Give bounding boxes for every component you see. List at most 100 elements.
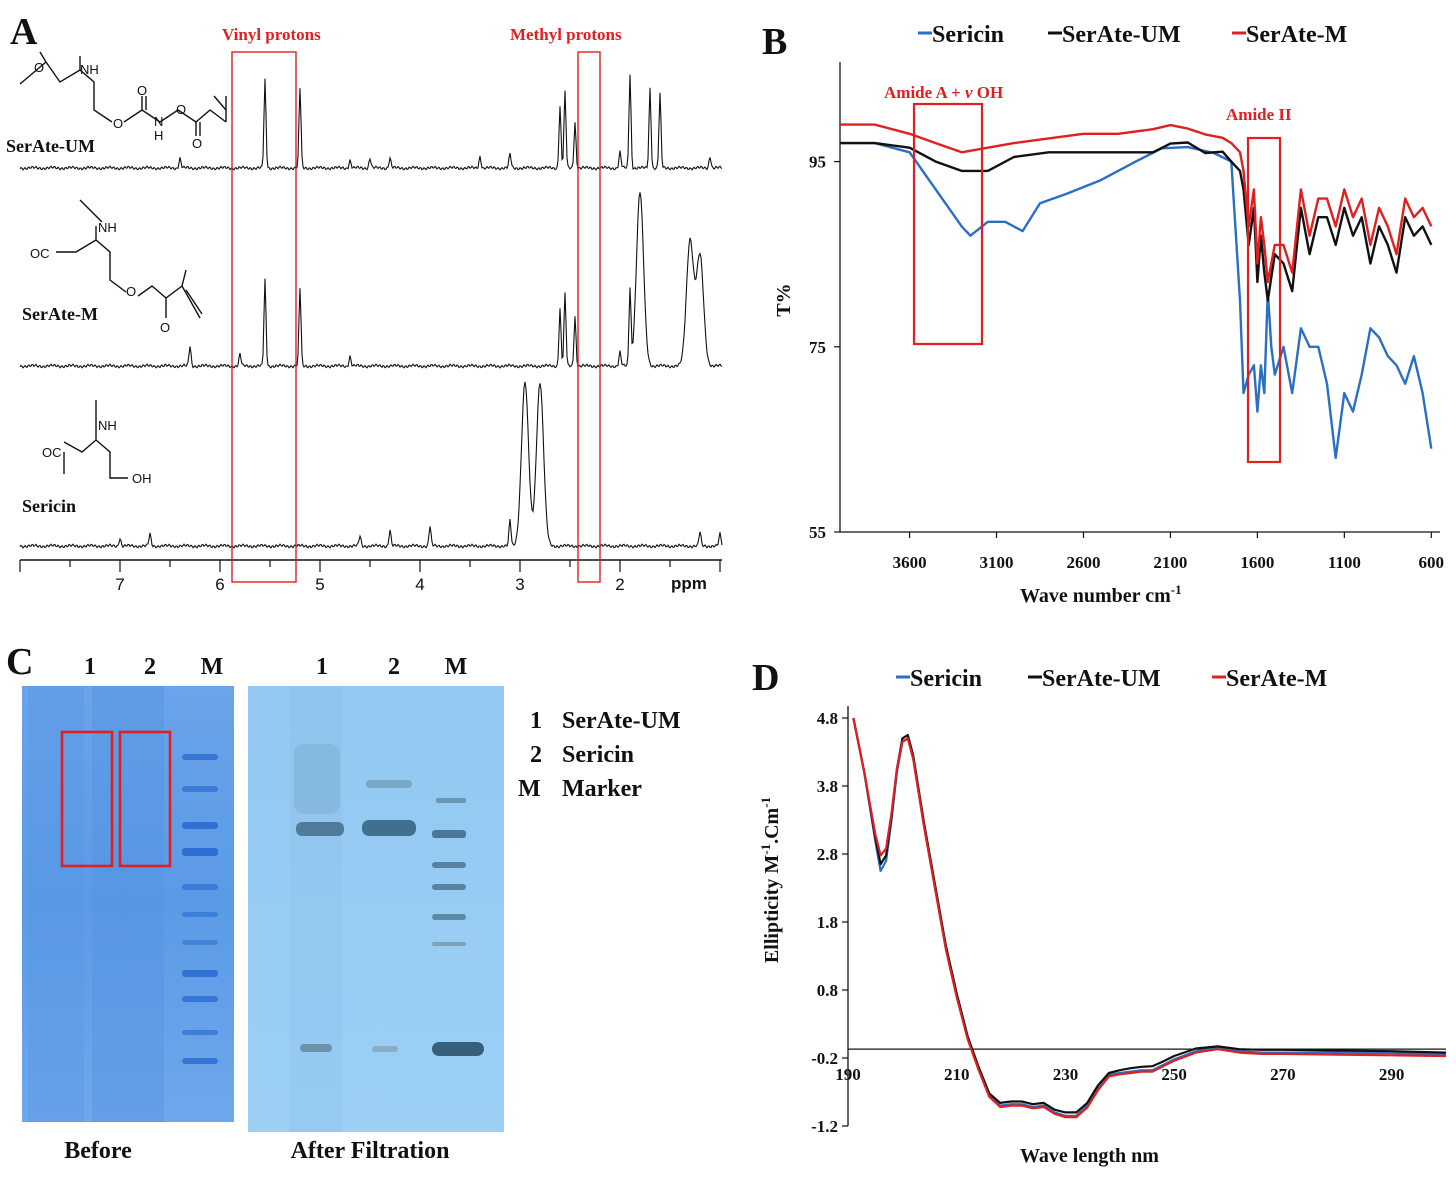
chem-atom: OC bbox=[30, 246, 50, 261]
chem-atom: OH bbox=[132, 471, 152, 486]
gel-caption-after: After Filtration bbox=[291, 1138, 450, 1164]
gel-lane-label: 2 bbox=[144, 654, 156, 680]
legend-entry: SerAte-M bbox=[1226, 666, 1327, 692]
cd-series bbox=[852, 717, 1447, 1119]
cd-y-axis-title-sup: -1 bbox=[758, 797, 773, 808]
methyl-protons-label: Methyl protons bbox=[510, 25, 622, 44]
gel-lane-smear bbox=[28, 686, 84, 1122]
ftir-line-sericin bbox=[840, 141, 1433, 460]
chem-atom: NH bbox=[98, 418, 117, 433]
legend-entry: SerAte-M bbox=[1246, 22, 1347, 48]
panel-b: B Sericin SerAte-UM SerAte-M 95 75 55 3600 310… bbox=[762, 21, 1444, 607]
structure-serate-m bbox=[56, 199, 203, 319]
nmr-x-tick-label: 7 bbox=[115, 575, 124, 594]
chem-atom: O bbox=[192, 136, 202, 151]
cd-y-tick-label: 1.8 bbox=[817, 913, 838, 932]
cd-y-tick-label: -0.2 bbox=[811, 1049, 838, 1068]
ftir-x-tick-label: 2100 bbox=[1153, 553, 1187, 572]
legend-entry: SerAte-UM bbox=[1062, 22, 1181, 48]
ftir-x-tick-label: 3600 bbox=[893, 553, 927, 572]
sample-bands-after bbox=[294, 744, 416, 1052]
nmr-trace-sericin bbox=[19, 381, 723, 549]
amide-ii-box bbox=[1246, 136, 1282, 464]
gel-lane-label: M bbox=[445, 654, 468, 680]
cd-x-tick-label: 250 bbox=[1161, 1065, 1187, 1084]
ftir-y-tick-label: 75 bbox=[809, 338, 826, 357]
nmr-ticks: 7 6 5 4 3 2 bbox=[19, 560, 721, 594]
gel-highlight-lane-1 bbox=[60, 730, 114, 868]
ftir-ticks: 95 75 55 3600 3100 2600 2100 1600 1100 600 bbox=[809, 153, 1444, 572]
panel-label-b: B bbox=[762, 21, 787, 63]
ftir-legend: Sericin SerAte-UM SerAte-M bbox=[918, 22, 1347, 48]
panel-label-a: A bbox=[10, 11, 38, 53]
marker-bands-after bbox=[432, 798, 484, 1056]
nmr-x-tick-label: 3 bbox=[515, 575, 524, 594]
ftir-x-tick-label: 2600 bbox=[1066, 553, 1100, 572]
gel-lane-label: 1 bbox=[316, 654, 328, 680]
amide-a-box bbox=[912, 102, 984, 346]
amide-a-label-oh: OH bbox=[973, 83, 1004, 102]
sample-label-serate-um: SerAte-UM bbox=[6, 136, 95, 156]
cd-y-axis-title-unit: .Cm bbox=[761, 807, 783, 843]
structure-sericin bbox=[63, 400, 128, 479]
nmr-x-tick-label: 2 bbox=[615, 575, 624, 594]
nmr-x-tick-label: 4 bbox=[415, 575, 424, 594]
cd-y-tick-label: 0.8 bbox=[817, 981, 838, 1000]
gel-key-id: 1 bbox=[530, 708, 542, 734]
ftir-x-tick-label: 1600 bbox=[1240, 553, 1274, 572]
gel-key-label: Sericin bbox=[562, 742, 634, 768]
ftir-line-serate-m bbox=[840, 123, 1433, 284]
marker-bands-before bbox=[182, 754, 218, 1064]
chem-atom: O bbox=[137, 83, 147, 98]
gel-key-label: Marker bbox=[562, 776, 642, 802]
chem-atom: O bbox=[176, 102, 186, 117]
panel-c: C 1 2 M Before bbox=[6, 641, 681, 1164]
chem-atom: NH bbox=[98, 220, 117, 235]
gel-lane-smear bbox=[92, 686, 164, 1122]
gel-highlight-lane-2 bbox=[118, 730, 172, 868]
nmr-x-tick-label: 5 bbox=[315, 575, 324, 594]
chem-atom: O bbox=[113, 116, 123, 131]
amide-a-label: Amide A + ν OH bbox=[884, 83, 1003, 102]
panel-a: A Vinyl protons Methyl protons O NH O O … bbox=[6, 11, 723, 594]
ftir-x-tick-label: 3100 bbox=[980, 553, 1014, 572]
cd-legend: Sericin SerAte-UM SerAte-M bbox=[896, 666, 1327, 692]
cd-y-tick-label: 3.8 bbox=[817, 777, 838, 796]
chem-atom: H bbox=[154, 128, 163, 143]
cd-x-tick-label: 270 bbox=[1270, 1065, 1296, 1084]
cd-y-axis-title-main: Ellipticity M bbox=[761, 855, 783, 963]
nmr-trace-serate-m bbox=[19, 192, 723, 369]
cd-x-tick-label: 210 bbox=[944, 1065, 970, 1084]
cd-x-tick-label: 290 bbox=[1379, 1065, 1405, 1084]
nmr-x-axis-title: ppm bbox=[671, 574, 707, 593]
amide-ii-label: Amide II bbox=[1226, 105, 1292, 124]
ftir-x-axis-title: Wave number cm-1 bbox=[1020, 582, 1182, 607]
structure-serate-um bbox=[19, 51, 227, 136]
gel-lane-label: 1 bbox=[84, 654, 96, 680]
ftir-x-axis-title-sup: -1 bbox=[1171, 582, 1182, 597]
vinyl-protons-box bbox=[231, 51, 297, 583]
chem-atom: O bbox=[34, 60, 44, 75]
ftir-y-tick-label: 55 bbox=[809, 523, 826, 542]
legend-entry: Sericin bbox=[910, 666, 982, 692]
amide-a-label-part: Amide A + bbox=[884, 83, 965, 102]
chem-atom: O bbox=[160, 320, 170, 335]
ftir-series bbox=[840, 123, 1433, 460]
cd-ticks: 4.8 3.8 2.8 1.8 0.8 -0.2 -1.2 190 210 230 250 270 29… bbox=[811, 709, 1404, 1136]
ftir-x-tick-label: 600 bbox=[1419, 553, 1445, 572]
vinyl-protons-label: Vinyl protons bbox=[222, 25, 321, 44]
cd-x-axis-title: Wave length nm bbox=[1020, 1145, 1159, 1167]
ftir-x-tick-label: 1100 bbox=[1328, 553, 1361, 572]
cd-x-tick-label: 230 bbox=[1053, 1065, 1079, 1084]
nmr-trace-serate-um bbox=[19, 74, 723, 171]
legend-entry: SerAte-UM bbox=[1042, 666, 1161, 692]
cd-y-tick-label: 2.8 bbox=[817, 845, 838, 864]
chem-atom: OC bbox=[42, 445, 62, 460]
gel-caption-before: Before bbox=[64, 1138, 132, 1164]
gel-lane-label: M bbox=[201, 654, 224, 680]
cd-line-serate-m bbox=[852, 717, 1447, 1119]
legend-entry: Sericin bbox=[932, 22, 1004, 48]
chem-atom: O bbox=[126, 284, 136, 299]
gel-after-image bbox=[248, 686, 504, 1132]
